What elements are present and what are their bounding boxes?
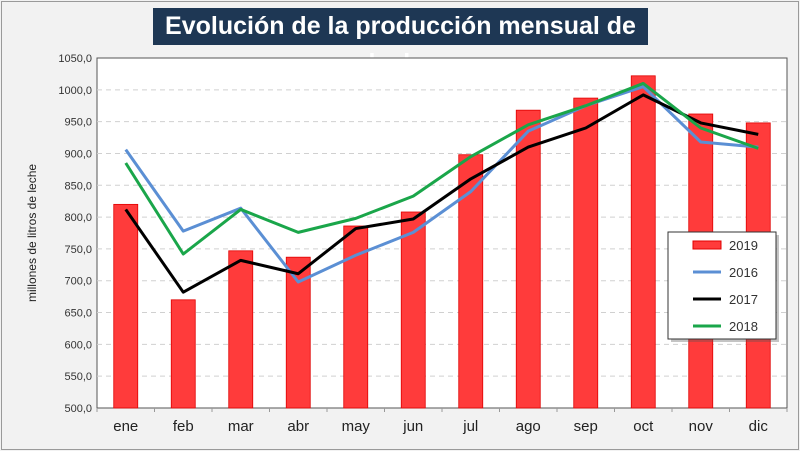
legend-label: 2019 xyxy=(729,238,758,253)
y-tick-label: 600,0 xyxy=(64,339,92,351)
y-tick-label: 500,0 xyxy=(64,403,92,415)
y-tick-label: 550,0 xyxy=(64,371,92,383)
y-tick-label: 950,0 xyxy=(64,117,92,129)
bar-2019-oct xyxy=(630,75,656,409)
legend xyxy=(667,231,777,340)
x-tick-label: ene xyxy=(113,418,138,435)
x-tick-label: sep xyxy=(574,418,598,435)
x-tick-label: feb xyxy=(173,418,194,435)
x-tick-label: jun xyxy=(402,418,423,435)
y-tick-label: 750,0 xyxy=(64,244,92,256)
y-tick-label: 1000,0 xyxy=(58,85,92,97)
bar-2019-ene xyxy=(113,203,139,409)
legend-label: 2016 xyxy=(729,265,758,280)
y-tick-label: 800,0 xyxy=(64,212,92,224)
x-tick-label: oct xyxy=(633,418,654,435)
bar-2019-mar xyxy=(228,250,254,409)
line-2017 xyxy=(124,93,759,294)
bar-2019-ago xyxy=(515,109,541,409)
line-2016 xyxy=(124,85,759,284)
line-2018 xyxy=(124,81,759,256)
x-tick-label: ago xyxy=(516,418,541,435)
y-tick-label: 650,0 xyxy=(64,308,92,320)
y-axis-label: millones de litros de leche xyxy=(25,164,39,302)
bar-2019-feb xyxy=(170,299,196,409)
legend-label: 2018 xyxy=(729,319,758,334)
x-tick-label: jul xyxy=(462,418,478,435)
x-tick-label: may xyxy=(342,418,371,435)
x-tick-label: nov xyxy=(689,418,714,435)
y-tick-label: 850,0 xyxy=(64,180,92,192)
legend-label: 2017 xyxy=(729,292,758,307)
legend-swatch-2019 xyxy=(692,240,722,250)
x-tick-label: mar xyxy=(228,418,254,435)
y-tick-label: 700,0 xyxy=(64,276,92,288)
bar-2019-jun xyxy=(400,211,426,409)
bar-2019-sep xyxy=(573,97,599,409)
y-tick-label: 1050,0 xyxy=(58,53,92,65)
x-tick-label: dic xyxy=(749,418,769,435)
y-tick-label: 900,0 xyxy=(64,148,92,160)
x-tick-label: abr xyxy=(287,418,309,435)
